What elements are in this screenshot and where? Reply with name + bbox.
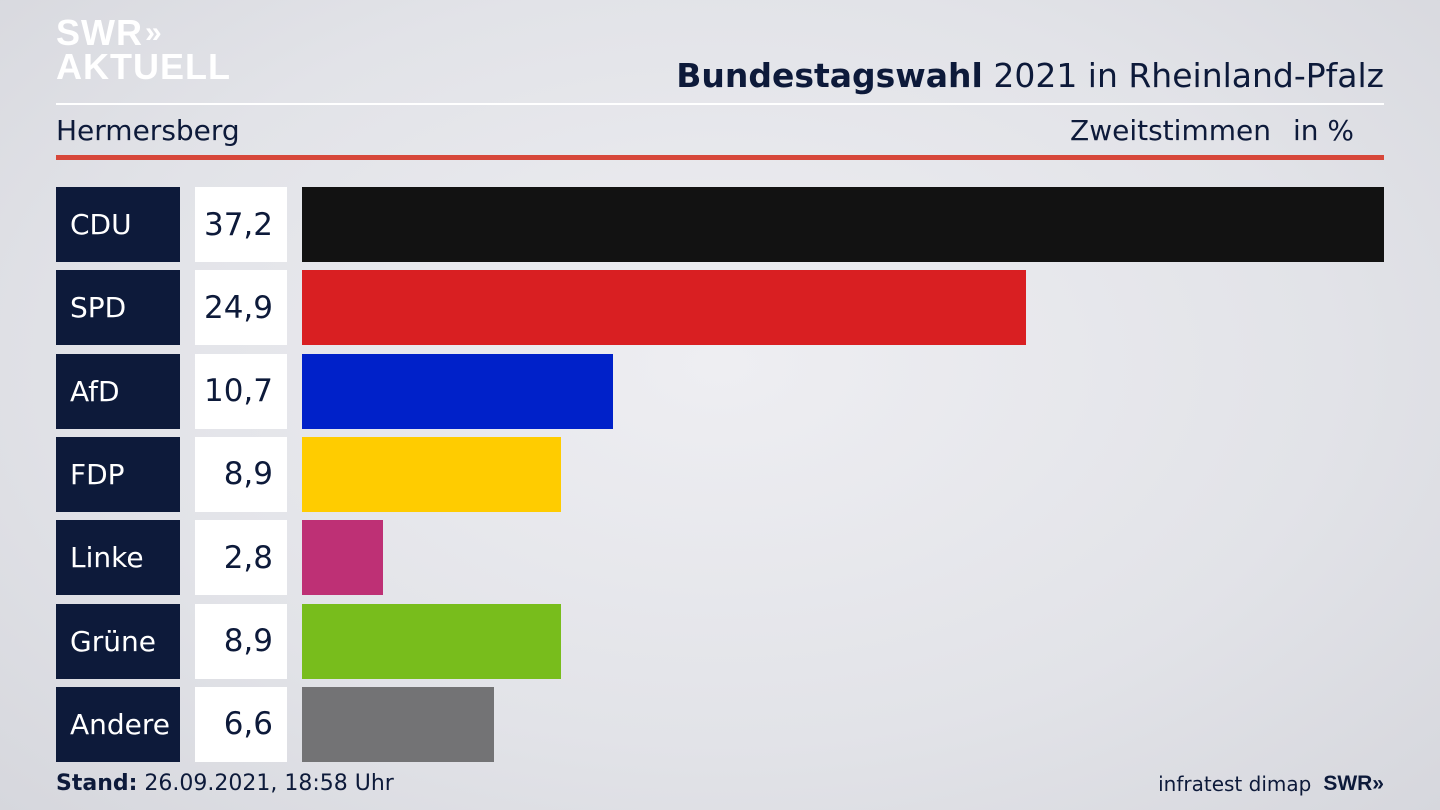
bar-row: Grüne 8,9	[56, 603, 1384, 679]
party-label: Andere	[56, 686, 180, 762]
measure-label: Zweitstimmen	[1070, 114, 1271, 147]
value-label: 8,9	[195, 436, 287, 512]
accent-divider	[56, 155, 1384, 160]
party-label: CDU	[56, 187, 180, 262]
bar	[302, 353, 614, 429]
chart-title: Bundestagswahl 2021 in Rheinland-Pfalz	[676, 56, 1384, 95]
stand-label: Stand:	[56, 771, 138, 796]
title-rest: 2021 in Rheinland-Pfalz	[982, 56, 1384, 95]
party-label: Grüne	[56, 603, 180, 679]
value-label: 10,7	[195, 353, 287, 429]
bar-row: Linke 2,8	[56, 520, 1384, 596]
unit-label: in %	[1292, 114, 1354, 147]
value-label: 6,6	[195, 686, 287, 762]
bar	[302, 270, 1027, 346]
value-label: 8,9	[195, 603, 287, 679]
source-credit: infratest dimap SWR»	[1158, 772, 1384, 796]
bar	[302, 686, 494, 762]
value-label: 2,8	[195, 520, 287, 596]
source-label: infratest dimap	[1158, 772, 1312, 796]
swr-footer-logo: SWR»	[1323, 772, 1384, 795]
bar	[302, 603, 561, 679]
logo-aktuell-text: AKTUELL	[56, 46, 231, 87]
value-label: 37,2	[195, 187, 287, 262]
bar-row: CDU 37,2	[56, 187, 1384, 262]
measure-unit-label: Zweitstimmen in %	[1070, 114, 1354, 147]
logo-chevron-icon: »	[145, 16, 162, 49]
bar	[302, 520, 384, 596]
party-label: AfD	[56, 353, 180, 429]
title-bold: Bundestagswahl	[676, 56, 983, 95]
bar	[302, 436, 561, 512]
party-label: Linke	[56, 520, 180, 596]
bar-row: FDP 8,9	[56, 436, 1384, 512]
location-label: Hermersberg	[56, 114, 240, 147]
bar-chart: CDU 37,2 SPD 24,9 AfD 10,7 FDP 8,9 Linke 2,8 Grüne…	[56, 187, 1384, 762]
bar-row: AfD 10,7	[56, 353, 1384, 429]
party-label: FDP	[56, 436, 180, 512]
swr-aktuell-logo: SWR » AKTUELL	[56, 12, 231, 87]
party-label: SPD	[56, 270, 180, 346]
bar-row: SPD 24,9	[56, 270, 1384, 346]
stand-value: 26.09.2021, 18:58 Uhr	[137, 771, 394, 796]
header-divider	[56, 103, 1384, 105]
bar-row: Andere 6,6	[56, 686, 1384, 762]
bar	[302, 187, 1384, 262]
value-label: 24,9	[195, 270, 287, 346]
timestamp: Stand: 26.09.2021, 18:58 Uhr	[56, 771, 394, 796]
logo-swr-text: SWR	[56, 12, 143, 53]
